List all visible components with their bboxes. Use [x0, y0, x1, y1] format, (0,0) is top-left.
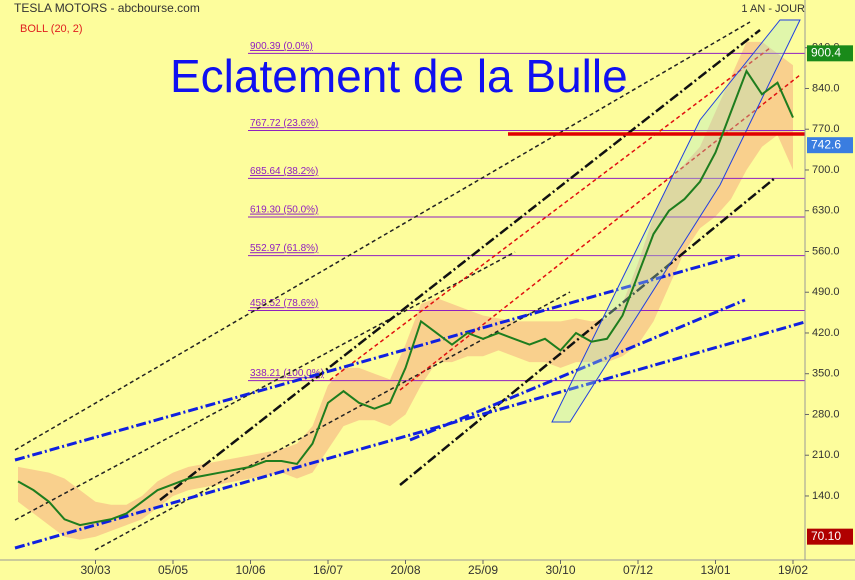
period: 1 AN - JOUR — [741, 3, 805, 15]
y-tick-label: 280.0 — [812, 408, 840, 420]
trend-line — [399, 74, 801, 391]
fib-label: 767.72 (23.6%) — [250, 118, 318, 129]
trend-line — [329, 47, 771, 381]
y-tick-label: 210.0 — [812, 449, 840, 461]
chart-title: Eclatement de la Bulle — [170, 50, 628, 102]
x-tick-label: 16/07 — [313, 563, 343, 577]
trend-line — [399, 177, 776, 486]
fib-label: 900.39 (0.0%) — [250, 41, 313, 52]
y-tick-label: 490.0 — [812, 286, 840, 298]
x-tick-label: 30/10 — [545, 563, 575, 577]
trend-line — [14, 251, 516, 521]
fib-label: 552.97 (61.8%) — [250, 243, 318, 254]
bollinger-band — [18, 41, 793, 540]
y-tick-label: 350.0 — [812, 368, 840, 380]
y-tick-label: 770.0 — [812, 123, 840, 135]
channel — [551, 19, 801, 423]
price-tag — [807, 528, 853, 545]
trend-line — [14, 320, 806, 550]
x-tick-label: 25/09 — [468, 563, 498, 577]
fib-label: 685.64 (38.2%) — [250, 166, 318, 177]
indicator: BOLL (20, 2) — [20, 23, 83, 35]
y-tick-label: 560.0 — [812, 245, 840, 257]
trend-lines — [14, 19, 806, 551]
price-tag-label: 742.6 — [811, 137, 841, 151]
trend-line — [159, 29, 761, 501]
x-tick-label: 30/03 — [80, 563, 110, 577]
y-tick-label: 140.0 — [812, 490, 840, 502]
price-tag — [807, 137, 853, 154]
price-tag-label: 900.4 — [811, 45, 841, 59]
source: TESLA MOTORS - abcbourse.com — [14, 1, 200, 15]
x-tick-label: 20/08 — [390, 563, 420, 577]
x-tick-label: 19/02 — [778, 563, 808, 577]
y-tick-label: 630.0 — [812, 205, 840, 217]
y-tick-label: 420.0 — [812, 327, 840, 339]
y-tick-label: 840.0 — [812, 82, 840, 94]
x-tick-label: 05/05 — [158, 563, 188, 577]
price-line — [17, 68, 794, 527]
price-tag — [807, 45, 853, 62]
x-tick-label: 07/12 — [623, 563, 653, 577]
bollinger-layer: 900.39 (0.0%) 767.72 (23.6%) 685.64 (38.2%… — [18, 41, 805, 540]
fib-label: 619.30 (50.0%) — [250, 205, 318, 216]
x-tick-label: 10/06 — [235, 563, 265, 577]
price-tag-label: 70.10 — [811, 529, 841, 543]
trend-line — [14, 21, 751, 451]
fib-label: 458.52 (78.6%) — [250, 298, 318, 309]
x-tick-label: 13/01 — [700, 563, 730, 577]
y-tick-label: 700.0 — [812, 164, 840, 176]
